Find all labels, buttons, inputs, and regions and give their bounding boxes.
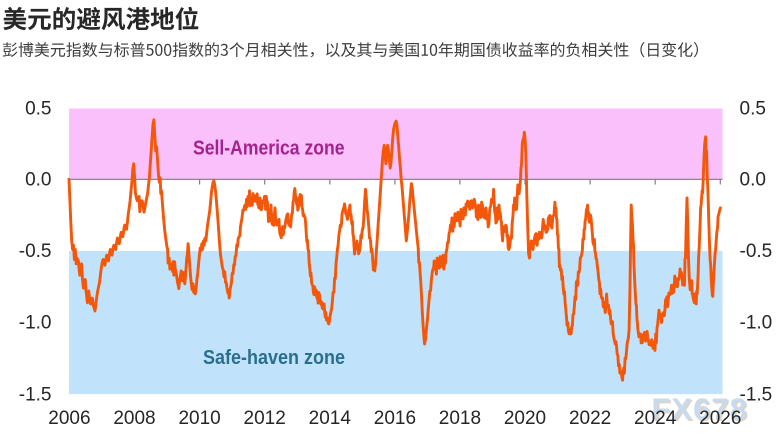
svg-text:2006: 2006 <box>48 408 90 429</box>
svg-text:2010: 2010 <box>178 408 220 429</box>
svg-text:Safe-haven zone: Safe-haven zone <box>203 346 345 369</box>
svg-text:-1.0: -1.0 <box>19 313 52 334</box>
svg-text:2026: 2026 <box>699 408 741 429</box>
svg-text:-1.5: -1.5 <box>19 384 52 405</box>
svg-text:2022: 2022 <box>569 408 611 429</box>
svg-text:-1.0: -1.0 <box>740 313 773 334</box>
svg-text:0.5: 0.5 <box>740 99 766 120</box>
svg-text:0.0: 0.0 <box>740 170 766 191</box>
svg-text:FX678: FX678 <box>653 393 749 428</box>
svg-text:FX678: FX678 <box>652 392 748 427</box>
svg-text:-0.5: -0.5 <box>740 241 773 262</box>
svg-text:0.0: 0.0 <box>25 170 51 191</box>
svg-text:2008: 2008 <box>113 408 155 429</box>
svg-text:Sell-America zone: Sell-America zone <box>193 137 345 160</box>
svg-text:2012: 2012 <box>244 408 286 429</box>
svg-text:2016: 2016 <box>374 408 416 429</box>
svg-text:0.5: 0.5 <box>25 99 51 120</box>
svg-text:2018: 2018 <box>439 408 481 429</box>
svg-text:-0.5: -0.5 <box>19 241 52 262</box>
svg-text:-1.5: -1.5 <box>740 384 773 405</box>
svg-text:2024: 2024 <box>634 408 677 429</box>
svg-text:2014: 2014 <box>309 408 352 429</box>
svg-text:2020: 2020 <box>504 408 546 429</box>
